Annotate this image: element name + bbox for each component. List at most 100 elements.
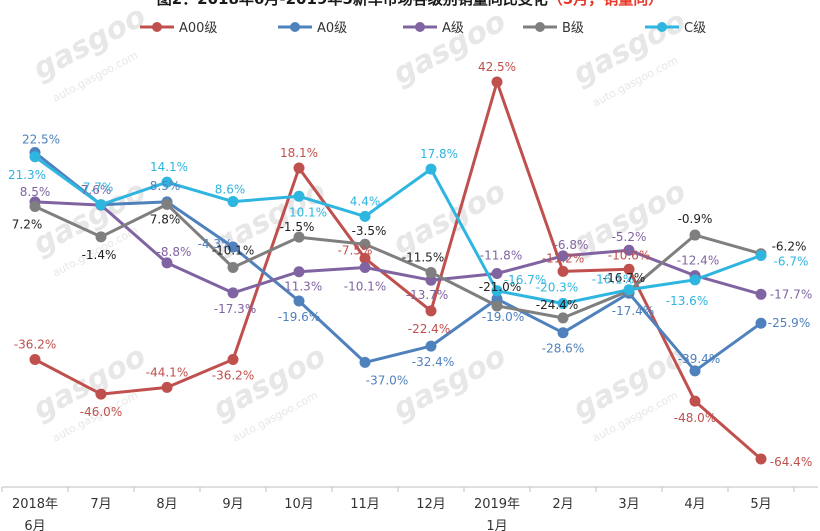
data-point xyxy=(359,356,371,368)
watermarks: gasgoo auto.gasgoo.com gasgoo auto.gasgo… xyxy=(27,0,691,445)
data-point xyxy=(359,262,371,274)
data-label: -36.2% xyxy=(14,338,56,352)
data-label: -22.4% xyxy=(408,322,450,336)
data-label: 7.7% xyxy=(83,181,114,195)
data-label: -13.7% xyxy=(406,288,448,302)
legend-item-3: B级 xyxy=(523,21,584,36)
legend-marker-0 xyxy=(152,22,162,32)
data-point xyxy=(689,274,701,286)
legend-item-1: A0级 xyxy=(278,21,347,36)
legend-item-4: C级 xyxy=(645,21,706,36)
x-axis-ticks: 2018年 6月 7月 8月 9月 10月 11月 12月 2019年 1月 2月 3月 4月 5月 xyxy=(1,487,795,531)
data-label: -16.7% xyxy=(603,271,645,285)
x-tick-label: 6月 xyxy=(24,519,45,531)
legend: A00级 A0级 A级 B级 C级 xyxy=(140,21,706,36)
data-label: -11.8% xyxy=(480,248,522,262)
x-tick-label: 12月 xyxy=(416,497,446,512)
data-point xyxy=(425,305,437,317)
data-label: -1.4% xyxy=(82,248,117,262)
data-label: 18.1% xyxy=(280,146,318,160)
data-point xyxy=(227,287,239,299)
series-line-2 xyxy=(34,200,762,296)
data-label: -21.0% xyxy=(479,280,521,294)
data-point xyxy=(29,200,41,212)
data-point xyxy=(227,241,239,253)
data-label: -12.4% xyxy=(677,254,719,268)
data-label: -10.1% xyxy=(344,280,386,294)
data-label: -64.4% xyxy=(770,455,812,469)
legend-marker-1 xyxy=(290,22,300,32)
data-label: -11.3% xyxy=(280,280,322,294)
data-point xyxy=(161,176,173,188)
data-label: -7.5% xyxy=(338,243,373,257)
data-point xyxy=(557,327,569,339)
data-label: -46.0% xyxy=(80,405,122,419)
data-label: -44.1% xyxy=(146,365,188,379)
x-tick-label: 2月 xyxy=(552,497,573,512)
data-point xyxy=(491,267,503,279)
data-point xyxy=(95,388,107,400)
x-tick-label: 2018年 xyxy=(12,497,58,512)
data-label: -25.9% xyxy=(768,316,810,330)
data-label: 10.1% xyxy=(289,205,327,219)
data-label: 42.5% xyxy=(478,60,516,74)
data-label: 7.2% xyxy=(12,217,43,231)
data-label: -37.0% xyxy=(366,373,408,387)
data-point xyxy=(491,76,503,88)
x-tick-label: 3月 xyxy=(618,497,639,512)
data-label: -48.0% xyxy=(674,411,716,425)
data-point xyxy=(161,257,173,269)
data-label: -0.9% xyxy=(678,212,713,226)
x-tick-label: 11月 xyxy=(350,497,380,512)
legend-marker-3 xyxy=(535,22,545,32)
data-point xyxy=(557,312,569,324)
data-label: -10.6% xyxy=(608,248,650,262)
x-tick-label: 4月 xyxy=(684,497,705,512)
data-point xyxy=(491,285,503,297)
x-tick-label: 9月 xyxy=(222,497,243,512)
data-label: -28.6% xyxy=(542,342,584,356)
legend-label-4: C级 xyxy=(684,21,706,36)
x-tick-label: 1月 xyxy=(486,519,507,531)
data-label: -10.1% xyxy=(212,244,254,258)
data-label: 8.5% xyxy=(150,179,181,193)
data-point xyxy=(359,238,371,250)
data-label: 8.6% xyxy=(215,183,246,197)
data-point xyxy=(359,210,371,222)
data-point xyxy=(293,266,305,278)
data-label: 21.3% xyxy=(8,168,46,182)
data-label: -32.4% xyxy=(412,355,454,369)
data-label: -39.4% xyxy=(678,352,720,366)
legend-marker-4 xyxy=(657,22,667,32)
data-point xyxy=(95,199,107,211)
data-point xyxy=(557,297,569,309)
data-label: -19.6% xyxy=(278,310,320,324)
data-point xyxy=(29,151,41,163)
data-label: -8.8% xyxy=(157,245,192,259)
data-label: -13.6% xyxy=(666,294,708,308)
data-label: -3.5% xyxy=(352,224,387,238)
data-point xyxy=(425,163,437,175)
data-label: 17.8% xyxy=(420,147,458,161)
legend-label-3: B级 xyxy=(562,21,584,36)
series-markers xyxy=(29,76,767,465)
data-point xyxy=(689,365,701,377)
data-point xyxy=(293,162,305,174)
data-point xyxy=(755,288,767,300)
x-tick-label: 5月 xyxy=(750,497,771,512)
data-point xyxy=(623,244,635,256)
data-label: -1.5% xyxy=(280,220,315,234)
data-point xyxy=(689,395,701,407)
data-point xyxy=(293,231,305,243)
data-label: 7.8% xyxy=(150,212,181,226)
data-point xyxy=(755,317,767,329)
data-label: -20.3% xyxy=(536,280,578,294)
data-point xyxy=(491,300,503,312)
data-point xyxy=(227,262,239,274)
data-point xyxy=(557,250,569,262)
series-line-3 xyxy=(34,202,762,320)
data-label: 22.5% xyxy=(22,133,60,147)
x-tick-label: 2019年 xyxy=(474,497,520,512)
